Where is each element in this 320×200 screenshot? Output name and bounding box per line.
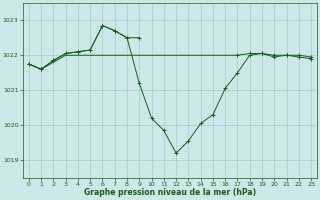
X-axis label: Graphe pression niveau de la mer (hPa): Graphe pression niveau de la mer (hPa) — [84, 188, 256, 197]
